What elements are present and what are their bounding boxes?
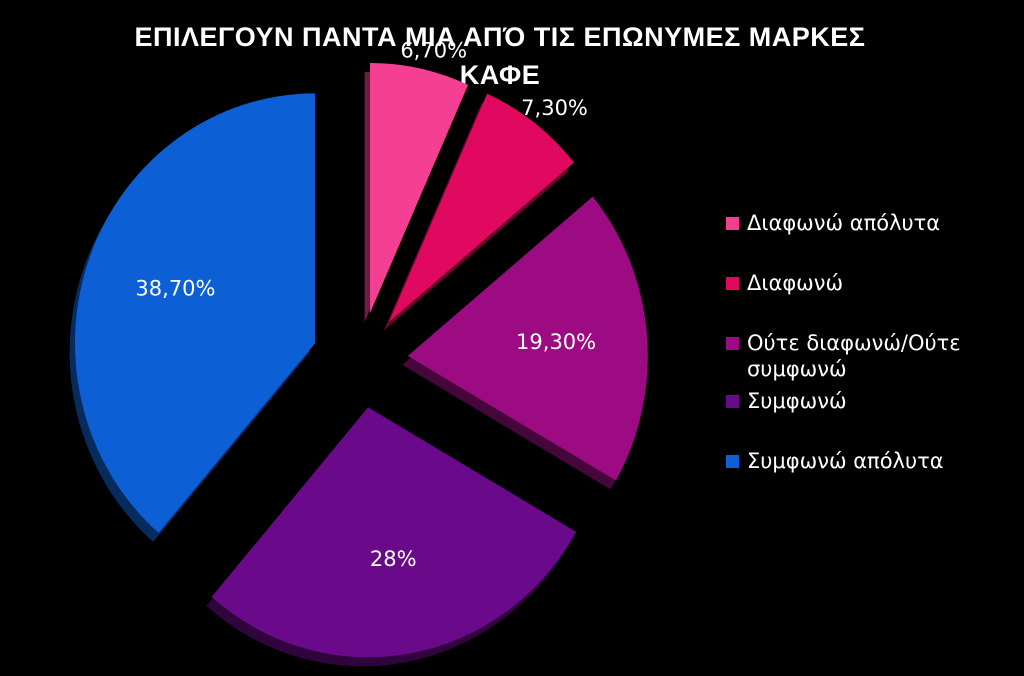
- pie-slice-5: [74, 93, 315, 533]
- legend-item-symfono-apolyta: Συμφωνώ απόλυτα: [726, 448, 1016, 474]
- legend-swatch-diafono-apolyta: [726, 217, 739, 230]
- legend-label-diafono: Διαφωνώ: [747, 271, 844, 295]
- pie-slice-1-label: 6,70%: [400, 38, 467, 62]
- chart-legend: Διαφωνώ απόλυτα Διαφωνώ Ούτε διαφωνώ/Ούτ…: [726, 210, 1016, 474]
- pie-slice-5-label: 38,70%: [135, 276, 215, 300]
- chart-title-line-1: ΕΠΙΛΕΓΟΥΝ ΠΑΝΤΑ ΜΙΑ ΑΠΌ ΤΙΣ ΕΠΩΝΥΜΕΣ ΜΑΡ…: [134, 22, 866, 52]
- legend-swatch-symfono: [726, 395, 739, 408]
- pie-slice-2-label: 7,30%: [521, 96, 588, 120]
- legend-label-symfono: Συμφωνώ: [747, 389, 847, 413]
- legend-item-diafono: Διαφωνώ: [726, 270, 1016, 296]
- pie-slice-1: [370, 63, 469, 314]
- legend-item-oute-diafono-oute-symfono: Ούτε διαφωνώ/Ούτε συμφωνώ: [726, 330, 1016, 382]
- pie-slice-3-label: 19,30%: [516, 330, 596, 354]
- pie-slice-2: [389, 93, 574, 322]
- legend-swatch-oute-diafono-oute-symfono: [726, 337, 739, 350]
- chart-title-line-2: ΚΑΦΕ: [459, 60, 541, 90]
- legend-swatch-symfono-apolyta: [726, 455, 739, 468]
- legend-item-symfono: Συμφωνώ: [726, 388, 1016, 414]
- legend-label-diafono-apolyta: Διαφωνώ απόλυτα: [747, 211, 941, 235]
- chart-title: ΕΠΙΛΕΓΟΥΝ ΠΑΝΤΑ ΜΙΑ ΑΠΌ ΤΙΣ ΕΠΩΝΥΜΕΣ ΜΑΡ…: [60, 18, 940, 94]
- pie-chart: 6,70% 7,30% 19,30% 28% 38,70%: [69, 38, 648, 667]
- legend-label-oute-diafono-oute-symfono: Ούτε διαφωνώ/Ούτε συμφωνώ: [747, 331, 961, 381]
- pie-slice-4-label: 28%: [370, 547, 417, 571]
- legend-label-symfono-apolyta: Συμφωνώ απόλυτα: [747, 449, 944, 473]
- legend-item-diafono-apolyta: Διαφωνώ απόλυτα: [726, 210, 1016, 236]
- legend-swatch-diafono: [726, 277, 739, 290]
- pie-slice-3: [407, 196, 648, 481]
- pie-slice-4: [211, 407, 577, 658]
